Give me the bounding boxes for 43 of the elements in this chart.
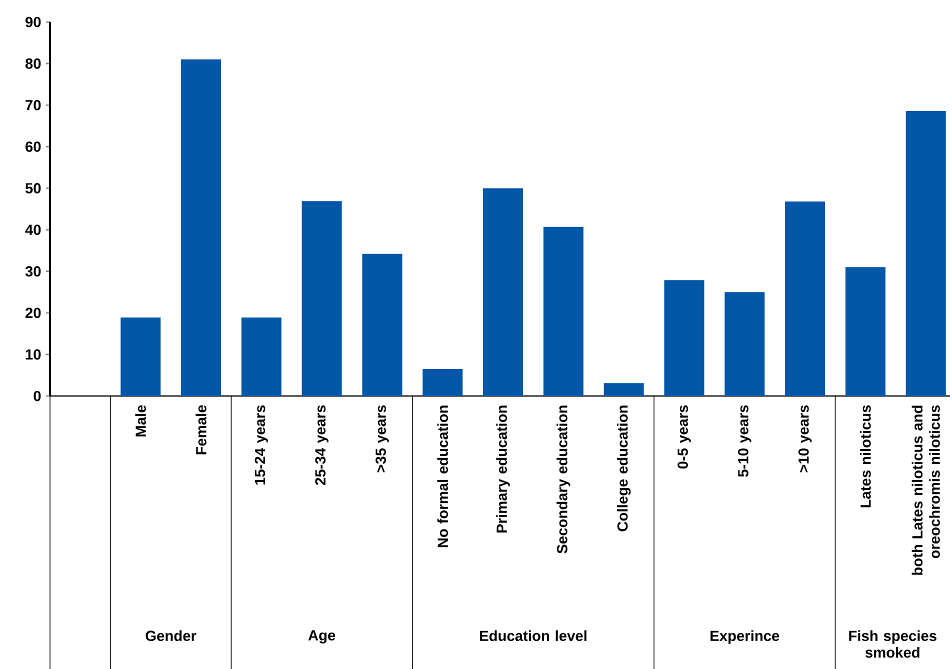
y-tick-label: 0 [34,390,41,402]
text: Experince [710,630,780,644]
bar [906,110,946,396]
bar [604,383,644,396]
y-tick-label: 80 [25,58,41,69]
bar [845,267,886,396]
y-tick-label: 90 [25,16,41,28]
x-tick-label: No formal education [437,406,448,548]
y-tick-label: 40 [25,224,41,235]
x-tick-label: College education [616,406,631,532]
bar [181,59,222,396]
x-tick-label: both Lates niloticus and oreochromis niloticus [912,405,940,575]
x-tick-label: Male [135,405,146,436]
x-tick-label: 0-5 years [678,405,691,469]
bar [785,202,826,396]
bar [362,254,402,396]
text: Gender [146,630,196,642]
bar [543,226,584,396]
x-tick-label: 25-34 years [315,405,328,485]
x-tick-label: Primary education [496,406,510,533]
x-tick-label: 5-10 years [738,405,752,477]
x-tick-label: Secondary education [556,406,570,554]
y-tick-label: 20 [25,308,41,318]
bar [483,188,524,396]
y-tick-label: 10 [26,349,41,360]
bar [422,368,463,396]
x-tick-label: >35 years [376,405,389,472]
text: Age [308,630,336,644]
x-tick-label: Female [196,405,206,454]
bar [724,292,765,396]
x-tick-label: >10 years [798,405,812,472]
bar [120,317,161,396]
x-tick-label: 15-24 years [254,405,268,485]
y-tick-label: 30 [25,266,41,277]
y-tick-label: 50 [25,183,41,194]
bar [664,280,704,396]
x-tick-label: Lates niloticus [860,405,871,508]
y-tick-label: 70 [26,100,41,110]
bar [241,317,282,396]
text: Fish species smoked [849,630,936,658]
text: Education level [480,630,586,642]
y-tick-label: 60 [26,141,41,152]
bar [302,201,342,396]
